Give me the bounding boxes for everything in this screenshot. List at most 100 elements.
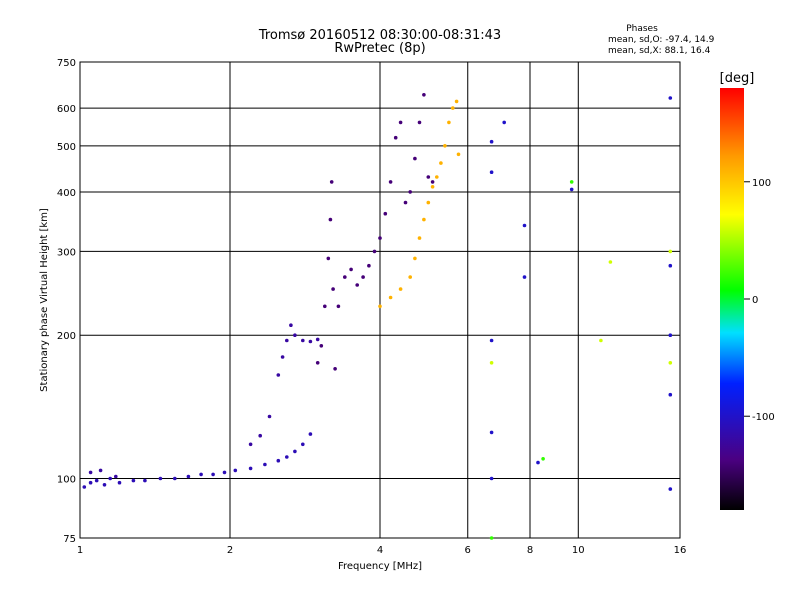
- data-point: [280, 355, 285, 359]
- data-point: [301, 338, 305, 343]
- data-point: [668, 392, 673, 397]
- data-point: [502, 120, 507, 125]
- data-point: [393, 135, 398, 140]
- y-tick-label: 75: [63, 534, 76, 545]
- data-point: [88, 480, 93, 485]
- data-point: [319, 344, 324, 348]
- colorbar-tick-label: 0: [752, 295, 758, 306]
- data-point: [608, 260, 613, 264]
- data-point: [276, 458, 281, 463]
- data-point: [173, 476, 177, 481]
- data-point: [289, 323, 293, 328]
- data-point: [315, 337, 320, 342]
- data-point: [398, 120, 403, 125]
- data-point: [293, 333, 297, 338]
- data-point: [355, 283, 360, 287]
- x-axis-label: Frequency [MHz]: [338, 561, 422, 572]
- y-tick-label: 750: [57, 58, 76, 69]
- data-point: [451, 106, 455, 110]
- data-point: [331, 287, 335, 291]
- phase-info-x: mean, sd,X: 88.1, 16.4: [608, 46, 711, 56]
- data-point: [403, 200, 408, 205]
- x-tick-label: 8: [527, 545, 533, 556]
- x-tick-label: 16: [674, 545, 687, 556]
- data-point: [186, 474, 191, 479]
- data-point: [541, 457, 545, 461]
- data-point: [258, 433, 263, 438]
- colorbar-tick-label: 100: [752, 178, 771, 189]
- data-point: [248, 442, 253, 447]
- data-point: [233, 468, 238, 473]
- data-point: [343, 275, 347, 279]
- data-point: [143, 478, 147, 483]
- data-point: [328, 217, 333, 222]
- data-point: [569, 187, 574, 192]
- data-point: [315, 361, 320, 365]
- data-point: [388, 180, 393, 184]
- data-point: [413, 156, 417, 161]
- data-point: [426, 175, 431, 179]
- phase-info-o: mean, sd,O: -97.4, 14.9: [608, 35, 715, 45]
- data-point: [267, 414, 272, 419]
- data-point: [199, 472, 203, 477]
- colorbar-tick-label: -100: [752, 412, 775, 423]
- data-point: [372, 249, 377, 254]
- data-point: [456, 152, 461, 157]
- x-tick-label: 6: [465, 545, 471, 556]
- data-point: [435, 175, 439, 179]
- data-point: [323, 304, 327, 309]
- data-point: [536, 460, 540, 465]
- chart-title-line2: RwPretec (8p): [334, 41, 425, 56]
- data-point: [522, 223, 527, 228]
- data-point: [668, 361, 673, 365]
- plot-area: 1 2 4 6 8 10 16 75 100 200 300 400 500 600 750: [57, 58, 686, 556]
- data-point: [668, 249, 673, 254]
- data-point: [413, 256, 417, 261]
- data-point: [102, 483, 107, 487]
- data-point: [489, 361, 494, 365]
- data-point: [293, 449, 297, 454]
- data-point: [326, 256, 331, 261]
- data-point: [417, 120, 422, 125]
- data-point: [222, 470, 227, 475]
- data-point: [333, 367, 337, 371]
- data-point: [378, 304, 382, 309]
- data-point: [301, 442, 305, 447]
- data-point: [131, 478, 136, 483]
- y-tick-label: 400: [57, 188, 76, 199]
- data-point: [276, 373, 281, 377]
- data-point: [361, 275, 365, 279]
- data-point: [668, 333, 673, 338]
- data-point: [426, 200, 431, 205]
- data-point: [599, 338, 603, 343]
- data-point: [308, 339, 313, 344]
- data-point: [408, 275, 413, 279]
- data-point: [117, 480, 122, 485]
- data-point: [308, 432, 313, 436]
- data-point: [114, 474, 118, 479]
- y-tick-label: 300: [57, 247, 76, 258]
- y-tick-label: 200: [57, 331, 76, 342]
- data-point: [285, 338, 289, 343]
- data-point: [158, 476, 163, 481]
- data-point: [489, 476, 494, 481]
- data-point: [489, 139, 494, 144]
- data-point: [285, 455, 289, 459]
- data-point: [248, 466, 253, 471]
- colorbar-label: [deg]: [720, 71, 755, 86]
- data-point: [430, 185, 435, 189]
- data-point: [82, 485, 87, 489]
- x-tick-label: 2: [227, 545, 233, 556]
- data-point: [211, 472, 215, 477]
- data-point: [489, 536, 494, 540]
- data-point: [522, 275, 527, 279]
- data-point: [489, 338, 494, 343]
- data-point: [398, 287, 403, 291]
- data-point: [668, 263, 673, 268]
- data-point: [367, 263, 371, 268]
- data-point: [98, 468, 103, 473]
- chart-title-line1: Tromsø 20160512 08:30:00-08:31:43: [258, 28, 501, 43]
- y-axis-label: Stationary phase Virtual Height [km]: [39, 208, 50, 392]
- x-tick-label: 4: [377, 545, 383, 556]
